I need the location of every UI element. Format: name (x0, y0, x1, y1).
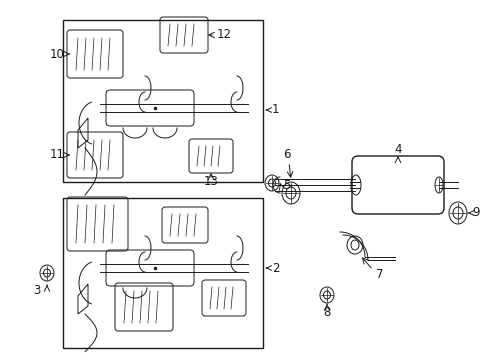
Text: 8: 8 (323, 306, 330, 319)
Text: 7: 7 (375, 269, 383, 282)
Bar (63, 20, 263, 182)
Text: 6: 6 (283, 148, 290, 162)
Text: 4: 4 (393, 144, 401, 157)
Text: 3: 3 (33, 284, 41, 297)
Text: 9: 9 (471, 207, 479, 220)
Text: 11: 11 (50, 148, 65, 162)
Text: 2: 2 (266, 261, 279, 274)
Text: 5: 5 (283, 180, 290, 193)
Text: 1: 1 (266, 104, 279, 117)
Text: 13: 13 (203, 175, 218, 189)
Bar (63, 198, 263, 348)
Text: 10: 10 (50, 48, 65, 60)
Text: 12: 12 (217, 28, 231, 41)
